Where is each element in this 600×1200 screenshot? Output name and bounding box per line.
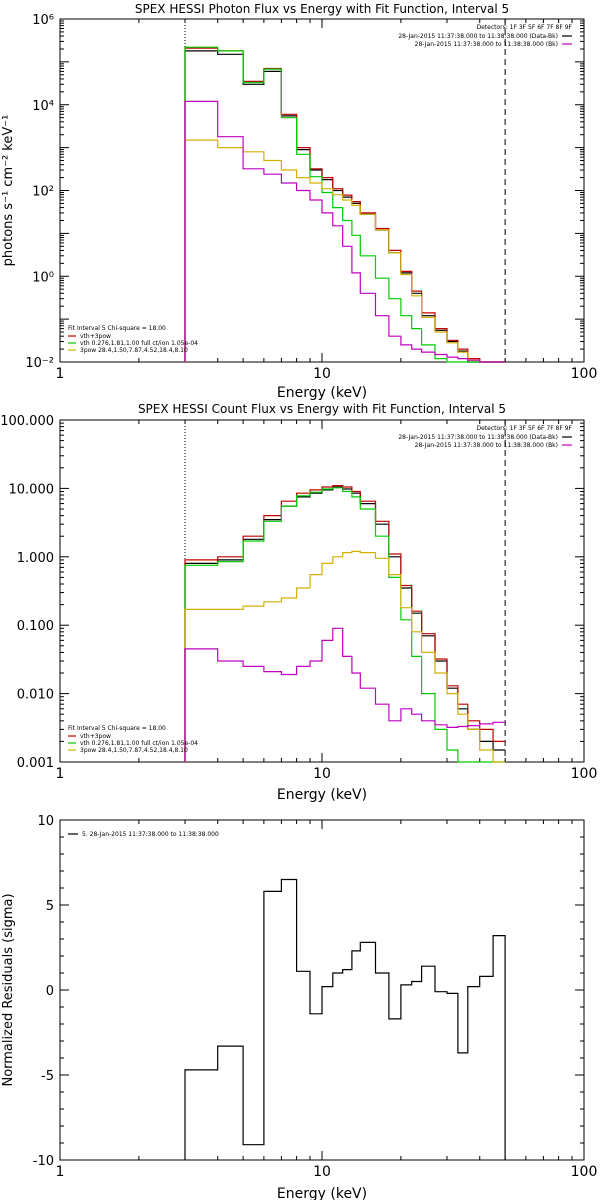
series-line-1 [184, 878, 506, 1160]
legend-header: Detectors: 1F 3F 5F 6F 7F 8F 9F [476, 425, 572, 432]
y-tick-label: 0.100 [17, 619, 54, 634]
series-line-4 [184, 550, 506, 763]
y-tick-label: 0.010 [17, 688, 54, 703]
y-axis-label: photons s⁻¹ cm⁻² keV⁻¹ [1, 115, 16, 267]
x-tick-label: 10 [313, 366, 331, 382]
legend-entry-text: 28-Jan-2015 11:37:38.000 to 11:38:38.000… [415, 41, 558, 48]
legend-entry-text: 5. 28-Jan-2015 11:37:38.000 to 11:38:38.… [82, 831, 219, 838]
chart-panel-3: 1 10 100 -10 -5 0 5 10 Energy (keV) Normalized Re… [1, 814, 597, 1200]
y-axis-label: Normalized Residuals (sigma) [1, 893, 16, 1086]
y-tick-label: 10.000 [9, 482, 55, 497]
legend-entry-text: 28-Jan-2015 11:37:38.000 to 11:38:38.000… [398, 33, 558, 40]
series-line-1 [184, 486, 506, 762]
x-tick-label: 10 [313, 766, 331, 782]
x-tick-label: 10 [313, 1164, 331, 1180]
x-tick-label: 1 [56, 1164, 65, 1180]
legend-entry-text: 28-Jan-2015 11:37:38.000 to 11:38:38.000… [398, 434, 558, 441]
legend-header: Fit Interval 5 Chi-square = 18.00 [68, 325, 166, 332]
series-line-3 [184, 487, 506, 763]
y-tick-label: 1.000 [17, 551, 54, 566]
x-tick-label: 100 [571, 1164, 598, 1180]
y-tick-label: 100.000 [0, 414, 54, 429]
y-tick-label: 10² [32, 185, 54, 200]
y-tick-label: -5 [41, 1069, 54, 1084]
y-tick-label: 10⁶ [32, 13, 54, 28]
y-tick-label: 10⁴ [32, 99, 54, 114]
x-tick-label: 1 [56, 766, 65, 782]
legend-entry-text: vth+3pow [80, 733, 111, 740]
chart-panel-1: SPEX HESSI Photon Flux vs Energy with Fi… [1, 2, 597, 401]
x-axis-label: Energy (keV) [277, 1186, 367, 1200]
y-tick-label: 10⁻² [25, 356, 54, 371]
y-tick-label: 0.001 [17, 756, 54, 771]
legend-entry-text: 3pow 28.4,1.50,7.87,4.52,18.4,8.10 [80, 347, 188, 354]
series-line-5 [184, 627, 506, 762]
x-tick-label: 1 [56, 366, 65, 382]
x-tick-label: 100 [571, 766, 598, 782]
legend-entry-text: vth 0.276,1.81,1.00 full ct/ion 1.05e-04 [80, 340, 198, 347]
legend-header: Detectors: 1F 3F 5F 6F 7F 8F 9F [476, 24, 572, 31]
legend-entry-text: vth 0.276,1.81,1.00 full ct/ion 1.05e-04 [80, 740, 198, 747]
x-axis-label: Energy (keV) [277, 385, 367, 401]
series-line-2 [184, 47, 506, 363]
legend-entry-text: 3pow 28.4,1.50,7.87,4.52,18.4,8.10 [80, 747, 188, 754]
series-line-5 [184, 100, 506, 363]
chart-title: SPEX HESSI Count Flux vs Energy with Fit… [138, 402, 506, 416]
legend-header: Fit Interval 5 Chi-square = 18.00 [68, 725, 166, 732]
series-line-4 [184, 139, 506, 363]
y-tick-label: 10⁰ [32, 270, 54, 285]
series-line-1 [184, 50, 506, 363]
legend-entry-text: vth+3pow [80, 333, 111, 340]
series-line-2 [184, 485, 506, 762]
x-axis-label: Energy (keV) [277, 787, 367, 803]
y-tick-label: 5 [46, 899, 54, 914]
y-tick-label: 0 [46, 984, 54, 999]
x-tick-label: 100 [571, 366, 598, 382]
chart-panel-2: SPEX HESSI Count Flux vs Energy with Fit… [0, 402, 597, 803]
y-tick-label: -10 [33, 1154, 54, 1169]
chart-title: SPEX HESSI Photon Flux vs Energy with Fi… [135, 2, 509, 16]
y-tick-label: 10 [37, 814, 54, 829]
series-line-3 [184, 46, 506, 363]
legend-entry-text: 28-Jan-2015 11:37:38.000 to 11:38:38.000… [415, 442, 558, 449]
